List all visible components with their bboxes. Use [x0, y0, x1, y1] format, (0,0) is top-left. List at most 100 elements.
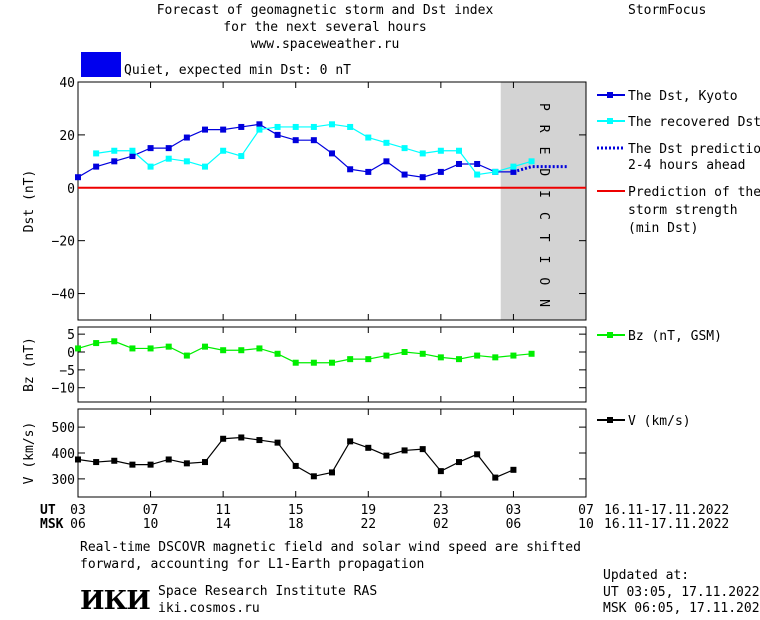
ut-tick-label: 03: [506, 503, 522, 518]
status-label: Quiet, expected min Dst: 0 nT: [124, 63, 351, 78]
dst-series-1-line: [96, 123, 532, 176]
legend-dst-kyoto: The Dst, Kyoto: [628, 89, 738, 104]
v-series-0-point: [383, 452, 390, 459]
dst-series-1-point: [292, 123, 299, 130]
bz-series-0-point: [93, 340, 100, 347]
prediction-letter: P: [536, 103, 551, 111]
updated-label: Updated at:: [603, 568, 690, 583]
bz-series-0-point: [220, 347, 227, 354]
v-series-0-point: [129, 461, 136, 468]
dst-series-0-point: [165, 145, 172, 152]
footer-note-line1: Real-time DSCOVR magnetic field and sola…: [80, 540, 581, 555]
brand-label: StormFocus: [628, 3, 707, 18]
prediction-letter: I: [536, 190, 551, 198]
prediction-letter: D: [536, 168, 551, 176]
dst-series-0-point: [147, 145, 154, 152]
dst-ytick-label: 20: [59, 129, 75, 144]
dst-series-1-point: [456, 147, 462, 154]
v-series-0-point: [165, 456, 172, 463]
bz-series-0-point: [383, 352, 390, 359]
v-series-0-point: [292, 462, 299, 469]
v-ylabel: V (km/s): [22, 422, 37, 485]
dst-series-1-point: [437, 147, 444, 154]
ut-tick-label: 15: [288, 503, 304, 518]
ut-tick-label: 11: [215, 503, 231, 518]
footer-note-line2: forward, accounting for L1-Earth propaga…: [80, 557, 425, 572]
dst-ytick-label: 0: [67, 182, 75, 197]
msk-tick-label: 06: [70, 517, 86, 532]
dst-series-1-point: [419, 150, 426, 157]
org-url[interactable]: iki.cosmos.ru: [158, 601, 260, 616]
v-series-0-point: [111, 457, 118, 464]
legend-strength-line1: Prediction of the: [628, 185, 760, 200]
v-series-0-line: [77, 436, 514, 479]
chart-title-url[interactable]: www.spaceweather.ru: [250, 37, 400, 52]
dst-series-0-point: [329, 150, 335, 157]
dst-series-1-point: [220, 147, 227, 154]
iki-logo: ИКИ: [80, 586, 151, 616]
bz-series-0-point: [401, 349, 408, 355]
ut-date-range: 16.11-17.11.2022: [604, 503, 729, 518]
prediction-letter: I: [536, 256, 551, 264]
chart-title-line1: Forecast of geomagnetic storm and Dst in…: [156, 3, 494, 18]
msk-tick-label: 10: [578, 517, 594, 532]
dst-ytick-label: −40: [52, 288, 75, 303]
bz-series-0-point: [510, 352, 517, 359]
dst-series-1-point: [93, 150, 100, 157]
ut-axis-label: UT: [40, 503, 56, 518]
msk-date-range: 16.11-17.11.2022: [604, 517, 729, 532]
v-series-0-point: [474, 451, 481, 458]
dst-ytick-label: −20: [52, 235, 75, 250]
dst-series-1-point: [310, 123, 317, 130]
bz-series-0-point: [292, 359, 299, 366]
dst-series-1-point: [401, 145, 408, 152]
msk-tick-label: 14: [215, 517, 231, 532]
msk-tick-label: 10: [143, 517, 159, 532]
prediction-letter: O: [536, 277, 551, 285]
v-series-0-point: [220, 435, 227, 442]
bz-ytick-label: 5: [67, 328, 75, 343]
msk-tick-label: 18: [288, 517, 304, 532]
dst-series-1-point: [202, 163, 208, 170]
bz-series-0-point: [365, 356, 372, 363]
dst-series-0-point: [129, 153, 136, 160]
v-series-0-point: [329, 469, 335, 476]
dst-series-2-line: [513, 165, 568, 174]
dst-series-1-point: [383, 139, 390, 146]
legend-marker: [607, 92, 613, 98]
bz-ytick-label: 0: [67, 346, 75, 361]
legend-recovered-dst: The recovered Dst: [628, 115, 760, 130]
dst-ylabel: Dst (nT): [22, 170, 37, 233]
dst-series-0-point: [347, 166, 354, 173]
ut-tick-label: 07: [578, 503, 594, 518]
bz-series-0-point: [111, 338, 118, 345]
v-series-0-point: [75, 456, 81, 463]
prediction-letter: R: [536, 125, 551, 133]
dst-series-1-point: [329, 121, 335, 128]
bz-series-0-line: [77, 340, 532, 364]
v-series-0-point: [183, 460, 190, 467]
v-series-0-point: [202, 459, 208, 466]
v-series-0-point: [347, 438, 354, 445]
dst-series-0-point: [238, 123, 245, 130]
ut-tick-label: 23: [433, 503, 449, 518]
bz-series-0-point: [256, 345, 263, 352]
legend-marker: [607, 118, 613, 124]
v-series-0-point: [310, 473, 317, 480]
dst-series-0-point: [383, 158, 390, 165]
prediction-band: [500, 82, 586, 320]
prediction-letter: T: [536, 234, 551, 242]
dst-series-1-point: [492, 168, 499, 175]
dst-series-1-point: [274, 123, 281, 130]
dst-series-1-point: [238, 153, 245, 160]
dst-ytick-label: 40: [59, 76, 75, 91]
v-series-0-point: [401, 447, 408, 454]
v-series-0-point: [147, 461, 154, 468]
prediction-letter: C: [536, 212, 551, 220]
dst-series-0-point: [183, 134, 190, 141]
bz-series-0-point: [274, 350, 281, 357]
bz-frame: [77, 326, 587, 403]
updated-msk: MSK 06:05, 17.11.2022: [603, 601, 760, 616]
dst-series-0-point: [310, 137, 317, 144]
dst-series-1-point: [347, 123, 354, 130]
